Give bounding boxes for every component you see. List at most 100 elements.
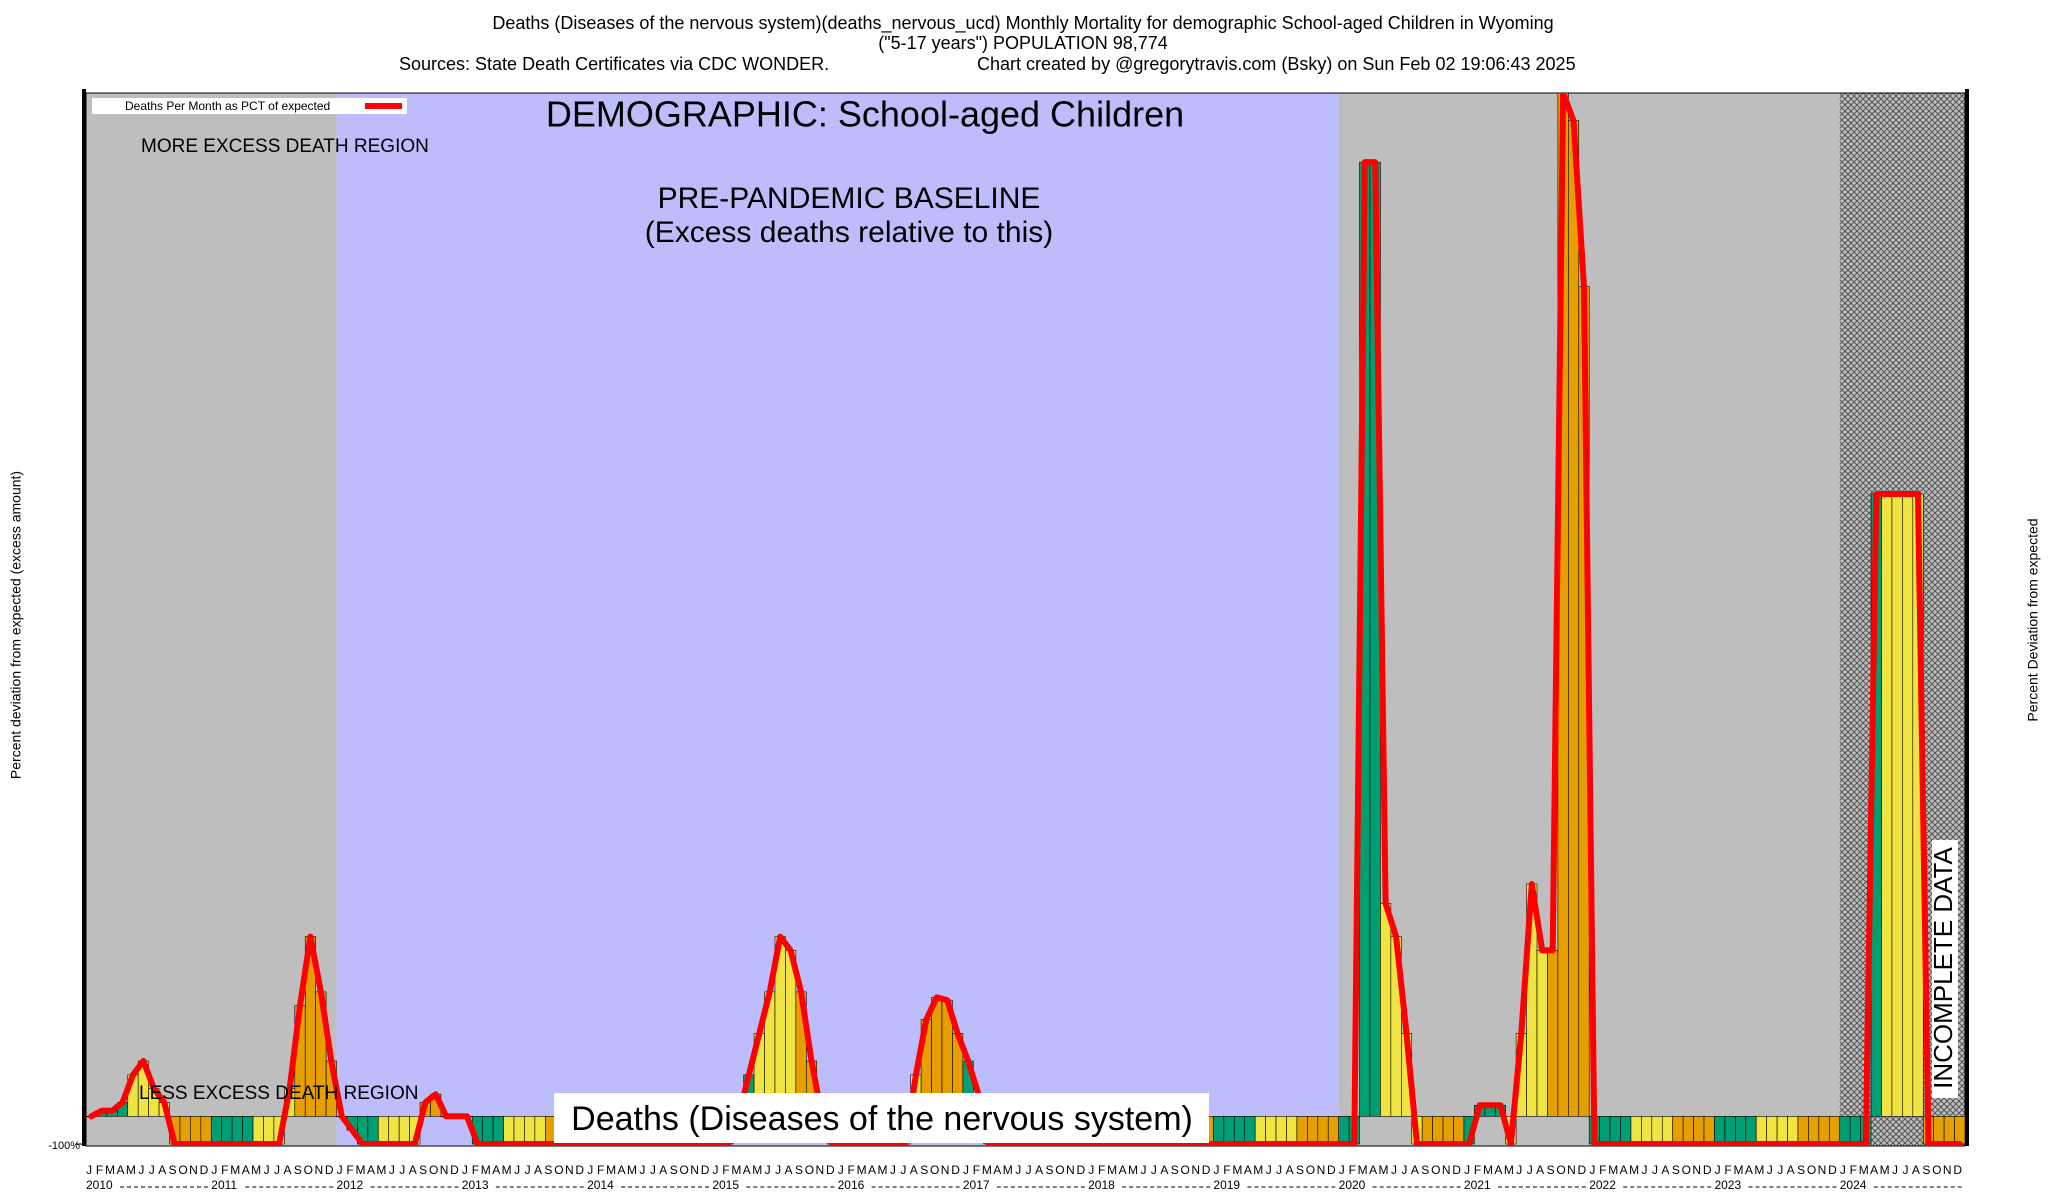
month-label: S <box>1797 1163 1805 1177</box>
month-label: N <box>941 1163 950 1177</box>
month-label: D <box>701 1163 710 1177</box>
bar <box>1651 1116 1663 1145</box>
month-label: J <box>963 1163 969 1177</box>
month-label: D <box>951 1163 960 1177</box>
month-label: F <box>1474 1163 1481 1177</box>
right-axis <box>1965 89 1969 1146</box>
bar <box>263 1116 275 1145</box>
bar <box>1724 1116 1736 1145</box>
month-label: S <box>169 1163 177 1177</box>
month-label: S <box>670 1163 678 1177</box>
month-label: M <box>502 1163 512 1177</box>
month-label: M <box>126 1163 136 1177</box>
month-label: D <box>1076 1163 1085 1177</box>
year-label: 2022 <box>1589 1178 1616 1192</box>
month-label: S <box>1171 1163 1179 1177</box>
month-label: F <box>96 1163 103 1177</box>
month-label: S <box>795 1163 803 1177</box>
bar <box>1453 1116 1465 1145</box>
month-label: M <box>230 1163 240 1177</box>
month-label: J <box>890 1163 896 1177</box>
month-label: F <box>1850 1163 1857 1177</box>
month-label: F <box>1098 1163 1105 1177</box>
month-label: J <box>712 1163 718 1177</box>
region <box>86 93 337 1146</box>
bar <box>513 1116 525 1145</box>
bar <box>1881 493 1893 1117</box>
month-label: A <box>868 1163 876 1177</box>
bar <box>1296 1116 1308 1145</box>
bar <box>1307 1116 1319 1145</box>
month-label: N <box>690 1163 699 1177</box>
month-label: M <box>1003 1163 1013 1177</box>
month-label: M <box>857 1163 867 1177</box>
bar <box>1776 1116 1788 1145</box>
incomplete-box <box>1932 840 1958 1098</box>
bar <box>524 1116 536 1145</box>
month-label: O <box>1682 1163 1691 1177</box>
bar <box>1682 1116 1694 1145</box>
bar <box>1714 1116 1726 1145</box>
month-label: J <box>211 1163 217 1177</box>
month-label: S <box>1296 1163 1304 1177</box>
bar <box>1442 1116 1454 1145</box>
month-label: M <box>1358 1163 1368 1177</box>
month-label: M <box>251 1163 261 1177</box>
bar <box>1536 950 1548 1117</box>
month-label: J <box>1339 1163 1345 1177</box>
bar <box>1703 1116 1715 1145</box>
bar <box>1766 1116 1778 1145</box>
month-label: D <box>575 1163 584 1177</box>
month-label: D <box>200 1163 209 1177</box>
month-label: A <box>1620 1163 1628 1177</box>
year-label: 2019 <box>1213 1178 1240 1192</box>
month-label: O <box>1306 1163 1315 1177</box>
bar <box>1223 1116 1235 1145</box>
month-label: M <box>1232 1163 1242 1177</box>
month-label: O <box>1055 1163 1064 1177</box>
bar <box>377 1116 390 1145</box>
month-label: A <box>618 1163 626 1177</box>
month-label: J <box>650 1163 656 1177</box>
bar <box>210 1116 223 1145</box>
demographic: DEMOGRAPHIC: School-aged Children <box>546 94 1184 135</box>
less-region: LESS EXCESS DEATH REGION <box>139 1083 418 1104</box>
bar <box>1735 1116 1747 1145</box>
month-label: S <box>1922 1163 1930 1177</box>
bar <box>1213 1116 1225 1145</box>
bar <box>1828 1116 1841 1145</box>
month-label: J <box>149 1163 155 1177</box>
month-label: J <box>639 1163 645 1177</box>
y-tick-label: -100% <box>48 1140 80 1152</box>
month-label: M <box>356 1163 366 1177</box>
month-label: M <box>1504 1163 1514 1177</box>
month-label: S <box>1547 1163 1555 1177</box>
month-label: S <box>544 1163 552 1177</box>
year-label: 2023 <box>1714 1178 1741 1192</box>
year-label: 2014 <box>587 1178 614 1192</box>
bar <box>534 1116 546 1145</box>
month-label: J <box>1715 1163 1721 1177</box>
month-label: F <box>973 1163 980 1177</box>
bar <box>1630 1116 1642 1145</box>
bar <box>179 1116 191 1145</box>
bar <box>1745 1116 1757 1145</box>
month-label: A <box>1870 1163 1878 1177</box>
trend-line <box>88 93 1963 1146</box>
month-label: J <box>1516 1163 1522 1177</box>
bar <box>1254 1116 1266 1145</box>
month-label: J <box>1464 1163 1470 1177</box>
month-label: A <box>1494 1163 1502 1177</box>
month-label: O <box>304 1163 313 1177</box>
year-label: 2013 <box>462 1178 489 1192</box>
month-label: A <box>1244 1163 1252 1177</box>
month-label: J <box>514 1163 520 1177</box>
month-label: M <box>1629 1163 1639 1177</box>
month-label: M <box>1483 1163 1493 1177</box>
month-label: J <box>1140 1163 1146 1177</box>
month-label: A <box>1411 1163 1419 1177</box>
month-label: A <box>492 1163 500 1177</box>
month-label: S <box>1046 1163 1054 1177</box>
month-label: O <box>429 1163 438 1177</box>
month-label: M <box>752 1163 762 1177</box>
